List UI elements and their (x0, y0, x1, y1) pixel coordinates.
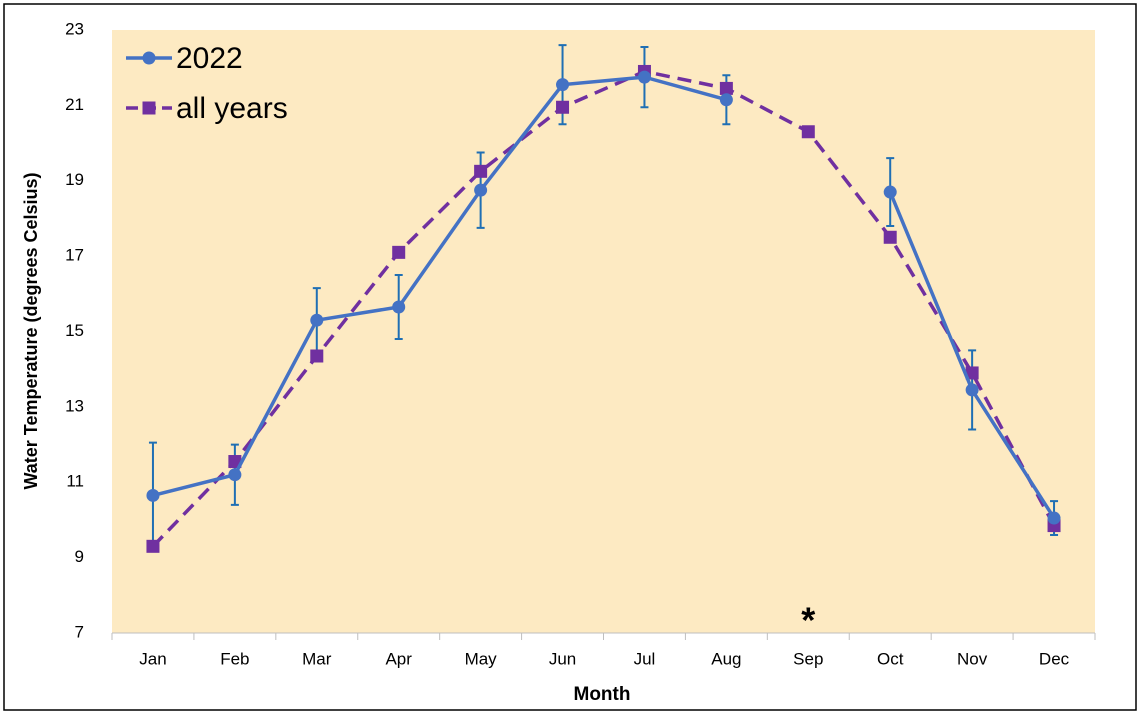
data-point (965, 366, 979, 380)
data-point (883, 230, 897, 244)
legend-marker (142, 51, 156, 65)
data-point (1047, 511, 1061, 525)
data-point (719, 81, 733, 95)
plot-area (112, 30, 1095, 633)
x-tick-label: Nov (957, 649, 988, 668)
x-tick-label: Dec (1039, 649, 1070, 668)
data-point (146, 539, 160, 553)
x-tick-label: Oct (877, 649, 904, 668)
data-point (146, 488, 160, 502)
data-point (883, 185, 897, 199)
data-point (556, 78, 570, 92)
y-tick-label: 7 (75, 622, 84, 641)
y-tick-label: 15 (65, 321, 84, 340)
data-point (965, 383, 979, 397)
y-axis-title: Water Temperature (degrees Celsius) (21, 172, 41, 489)
y-tick-label: 9 (75, 547, 84, 566)
data-point (719, 93, 733, 107)
y-tick-label: 17 (65, 246, 84, 265)
data-point (392, 245, 406, 259)
annotation: * (801, 600, 815, 641)
series-line (151, 69, 1056, 548)
legend-label: 2022 (176, 42, 243, 75)
x-tick-label: Aug (711, 649, 741, 668)
y-tick-label: 21 (65, 95, 84, 114)
y-tick-label: 23 (65, 19, 84, 38)
data-point (392, 300, 406, 314)
data-point (474, 183, 488, 197)
data-point (637, 70, 651, 84)
y-tick-label: 11 (66, 472, 84, 491)
x-tick-label: Feb (220, 649, 249, 668)
data-point (310, 349, 324, 363)
data-point (801, 125, 815, 139)
x-tick-label: Mar (302, 649, 332, 668)
legend-label: all years (176, 92, 288, 125)
y-tick-label: 19 (65, 170, 84, 189)
legend-marker (142, 101, 156, 115)
data-point (228, 468, 242, 482)
x-tick-label: Apr (385, 649, 412, 668)
x-tick-label: Jan (139, 649, 166, 668)
x-tick-label: Sep (793, 649, 823, 668)
y-tick-label: 13 (65, 396, 84, 415)
x-tick-label: May (465, 649, 498, 668)
data-point (474, 164, 488, 178)
x-tick-label: Jul (634, 649, 656, 668)
x-tick-label: Jun (549, 649, 576, 668)
data-point (310, 313, 324, 327)
data-point (228, 455, 242, 469)
x-axis-title: Month (574, 684, 631, 705)
data-point (556, 100, 570, 114)
